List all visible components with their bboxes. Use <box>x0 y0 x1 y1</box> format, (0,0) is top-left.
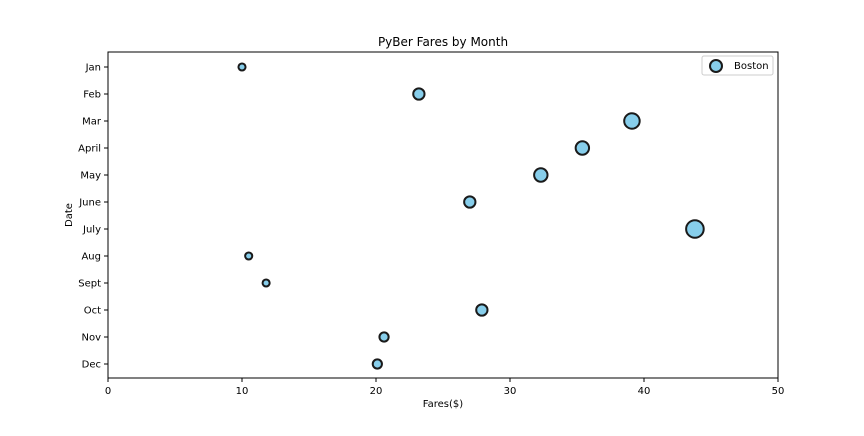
legend-label: Boston <box>734 61 769 72</box>
data-point <box>371 358 383 370</box>
y-tick-label: April <box>78 144 101 155</box>
data-point <box>237 62 247 72</box>
data-point <box>412 87 426 101</box>
plot-area <box>107 51 779 379</box>
legend-marker <box>709 59 723 73</box>
x-tick-label: 0 <box>105 386 111 397</box>
data-point <box>463 195 477 209</box>
y-tick-label: Aug <box>81 252 101 263</box>
x-tick-label: 50 <box>772 386 785 397</box>
x-tick-label: 10 <box>236 386 249 397</box>
y-axis: Jan Feb Mar April May June July Aug Sept Oct Nov De… <box>78 63 108 371</box>
x-tick-label: 20 <box>370 386 383 397</box>
y-tick-label: Sept <box>78 279 101 290</box>
data-point <box>244 251 254 261</box>
y-tick-label: May <box>80 171 101 182</box>
legend: Boston <box>701 55 774 76</box>
data-point <box>378 331 390 343</box>
data-point <box>533 167 549 183</box>
y-tick-label: Nov <box>81 333 101 344</box>
data-point <box>261 278 271 288</box>
data-point <box>475 303 489 317</box>
y-tick-label: Jan <box>85 63 101 74</box>
x-tick-label: 40 <box>638 386 651 397</box>
x-axis: 0 10 20 30 40 50 <box>105 378 785 397</box>
chart-title: PyBer Fares by Month <box>378 35 508 49</box>
y-axis-label: Date <box>64 203 75 227</box>
data-point <box>574 140 591 156</box>
y-tick-label: Dec <box>82 360 101 371</box>
data-points <box>237 62 705 370</box>
y-tick-label: June <box>78 198 101 209</box>
y-tick-label: Feb <box>83 90 101 101</box>
data-point <box>623 112 641 130</box>
x-axis-label: Fares($) <box>423 399 463 410</box>
data-point <box>685 219 705 239</box>
y-tick-label: Mar <box>82 117 102 128</box>
x-tick-label: 30 <box>504 386 517 397</box>
y-tick-label: Oct <box>84 306 101 317</box>
y-tick-label: July <box>82 225 101 236</box>
